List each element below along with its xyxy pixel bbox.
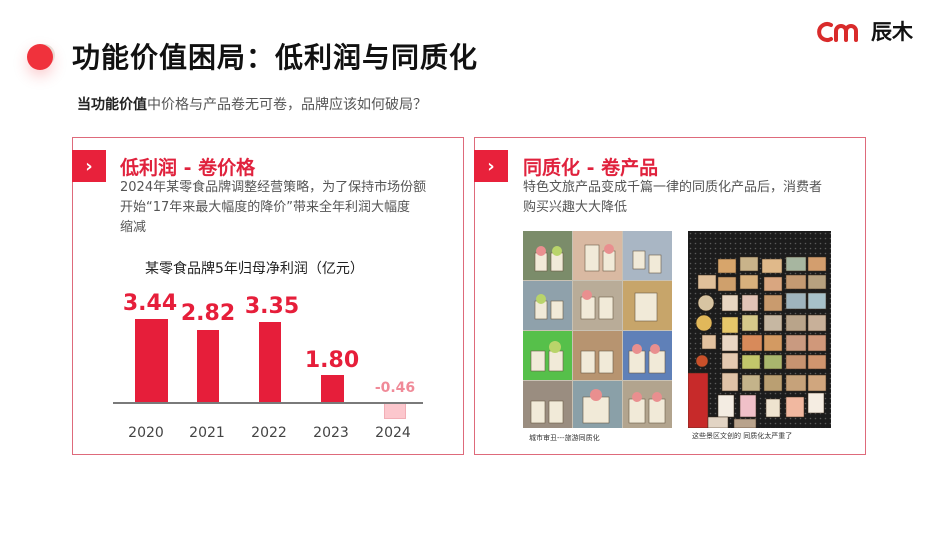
subtitle-emphasis: 当功能价值 bbox=[77, 97, 147, 113]
logo-mark-icon bbox=[817, 22, 858, 42]
drink-cups-collage-image bbox=[523, 231, 672, 428]
subtitle-text: 中价格与产品卷无可卷，品牌应该如何破局？ bbox=[147, 97, 427, 113]
logo-text: 辰木 bbox=[871, 20, 913, 44]
desc-line: 2024年某零食品牌调整经营策略，为了保持市场份额 bbox=[120, 180, 427, 195]
bar-2024 bbox=[384, 403, 406, 419]
x-tick-label: 2023 bbox=[313, 425, 349, 441]
homogenization-description: 特色文旅产品变成千篇一律的同质化产品后，消费者 购买兴趣大大降低 bbox=[523, 178, 863, 218]
magnets-wall-image bbox=[688, 231, 831, 428]
desc-line: 购买兴趣大大降低 bbox=[523, 200, 628, 215]
photo2-caption: 这些景区文创的 同质化太严重了 bbox=[692, 432, 793, 440]
photo2-caption-bar bbox=[688, 428, 831, 446]
desc-line: 缩减 bbox=[120, 220, 147, 235]
low-profit-heading: 低利润 - 卷价格 bbox=[120, 157, 256, 179]
page-subtitle: 当功能价值中价格与产品卷无可卷，品牌应该如何破局？ bbox=[77, 94, 427, 114]
brand-logo: 辰木 bbox=[817, 16, 913, 46]
bar-2020 bbox=[135, 319, 168, 403]
bar-value-label: 3.35 bbox=[244, 294, 300, 319]
x-tick-label: 2020 bbox=[128, 425, 164, 441]
chevron-right-icon: › bbox=[72, 150, 106, 182]
photo1-caption-bar bbox=[523, 428, 672, 446]
bar-value-label: 3.44 bbox=[122, 291, 178, 316]
chart-x-axis bbox=[113, 402, 423, 404]
title-dot-icon bbox=[27, 44, 53, 70]
low-profit-description: 2024年某零食品牌调整经营策略，为了保持市场份额 开始“17年来最大幅度的降价… bbox=[120, 178, 460, 238]
x-tick-label: 2021 bbox=[189, 425, 225, 441]
x-tick-label: 2022 bbox=[251, 425, 287, 441]
chevron-right-icon: › bbox=[474, 150, 508, 182]
bar-2022 bbox=[259, 322, 281, 403]
desc-line: 特色文旅产品变成千篇一律的同质化产品后，消费者 bbox=[523, 180, 823, 195]
bar-value-label: 1.80 bbox=[304, 348, 360, 373]
chart-title: 某零食品牌5年归母净利润（亿元） bbox=[145, 261, 364, 277]
bar-value-label: 2.82 bbox=[180, 301, 236, 326]
bar-2023 bbox=[321, 375, 344, 403]
tourism-drinks-photo bbox=[523, 231, 672, 428]
bar-2021 bbox=[197, 330, 219, 403]
homogenization-heading: 同质化 - 卷产品 bbox=[523, 157, 659, 179]
photo1-caption: 城市审丑---旅游同质化 bbox=[529, 434, 600, 442]
x-tick-label: 2024 bbox=[375, 425, 411, 441]
page-title: 功能价值困局：低利润与同质化 bbox=[72, 41, 479, 74]
bar-value-label: -0.46 bbox=[374, 380, 416, 396]
souvenir-magnets-photo bbox=[688, 231, 831, 428]
desc-line: 开始“17年来最大幅度的降价”带来全年利润大幅度 bbox=[120, 200, 411, 215]
